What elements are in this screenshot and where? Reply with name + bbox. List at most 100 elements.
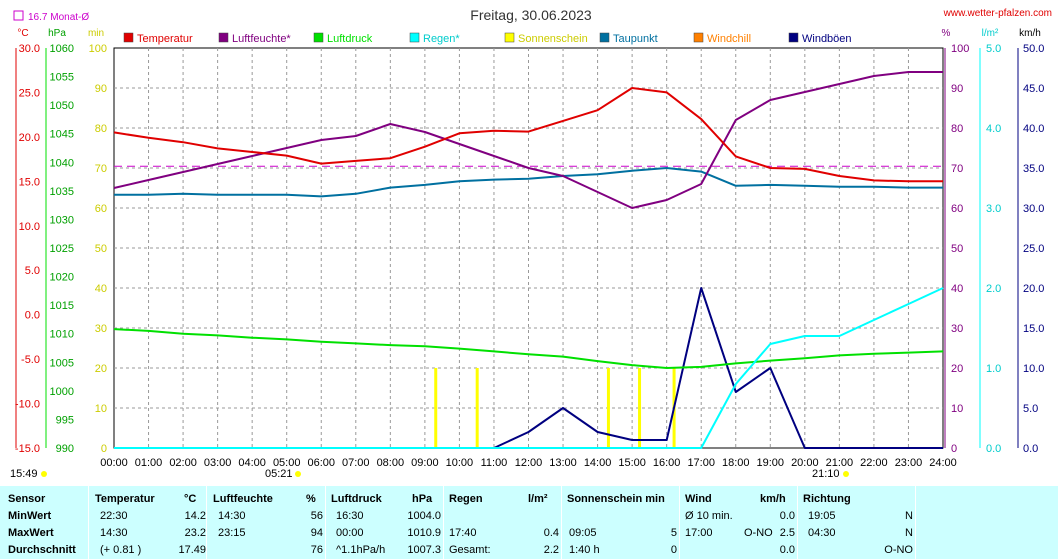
pressure-tick-label: 995 xyxy=(56,414,74,426)
sunrise-sun-icon xyxy=(295,471,301,477)
temp-tick-label: 5.0 xyxy=(25,265,40,277)
sun-axis-unit: min xyxy=(88,28,104,39)
sunshine-bar xyxy=(638,368,642,448)
x-tick-label: 23:00 xyxy=(895,457,923,469)
rain-line xyxy=(114,287,944,449)
table-cell-temp-time: 14:30 xyxy=(100,527,128,539)
pressure-tick-label: 1040 xyxy=(50,157,74,169)
x-tick-label: 12:00 xyxy=(515,457,543,469)
rain-axis-unit: l/m² xyxy=(982,28,999,39)
legend-swatch xyxy=(313,32,324,43)
x-tick-label: 10:00 xyxy=(446,457,474,469)
col-divider xyxy=(561,486,562,559)
humidity-tick-label: 70 xyxy=(951,163,963,175)
table-cell-temp-time: (+ 0.81 ) xyxy=(100,544,142,556)
wind-tick-label: 45.0 xyxy=(1023,83,1044,95)
table-cell-hum-time: 14:30 xyxy=(218,510,246,522)
temp-tick-label: 25.0 xyxy=(19,87,40,99)
wind-tick-label: 30.0 xyxy=(1023,203,1044,215)
sunrise-label: 05:21 xyxy=(265,468,293,480)
sun-tick-label: 50 xyxy=(95,243,107,255)
x-tick-label: 18:00 xyxy=(722,457,750,469)
humidity-tick-label: 60 xyxy=(951,203,963,215)
pressure-tick-label: 1030 xyxy=(50,214,74,226)
stats-table: Sensor Temperatur °C Luftfeuchte % Luftd… xyxy=(0,486,1058,559)
x-tick-label: 17:00 xyxy=(687,457,715,469)
legend-swatch xyxy=(788,32,799,43)
pressure-tick-label: 1055 xyxy=(50,72,74,84)
temp-tick-label: -15.0 xyxy=(15,443,40,455)
x-tick-label: 02:00 xyxy=(169,457,197,469)
temp-tick-label: 0.0 xyxy=(25,310,40,322)
table-cell-rain-time: Gesamt: xyxy=(449,544,491,556)
table-cell-press-time: ^1.1hPa/h xyxy=(336,544,386,556)
wind-tick-label: 40.0 xyxy=(1023,123,1044,135)
temp-tick-label: 20.0 xyxy=(19,132,40,144)
chart-title: Freitag, 30.06.2023 xyxy=(470,7,592,23)
sun-tick-label: 40 xyxy=(95,283,107,295)
x-tick-label: 05:00 xyxy=(273,457,301,469)
header-wind: Wind xyxy=(685,493,712,505)
x-tick-label: 03:00 xyxy=(204,457,232,469)
col-divider xyxy=(206,486,207,559)
sun-tick-label: 90 xyxy=(95,83,107,95)
rain-tick-label: 0.0 xyxy=(986,443,1001,455)
pressure-tick-label: 1025 xyxy=(50,243,74,255)
table-cell-rain: 2.2 xyxy=(543,544,559,556)
legend-swatch xyxy=(409,32,420,43)
col-divider xyxy=(915,486,916,559)
table-cell-sun-time: 09:05 xyxy=(569,527,597,539)
wind-tick-label: 5.0 xyxy=(1023,403,1038,415)
header-temp-unit: °C xyxy=(184,493,197,505)
col-divider xyxy=(88,486,89,559)
temp-tick-label: 15.0 xyxy=(19,176,40,188)
legend-swatch xyxy=(599,32,610,43)
pressure-tick-label: 1045 xyxy=(50,129,74,141)
header-direction: Richtung xyxy=(803,493,851,505)
table-cell-hum-time: 23:15 xyxy=(218,527,246,539)
temp-tick-label: -10.0 xyxy=(15,399,40,411)
x-tick-label: 19:00 xyxy=(757,457,785,469)
sun-tick-label: 30 xyxy=(95,323,107,335)
legend-swatch xyxy=(123,32,134,43)
x-tick-label: 22:00 xyxy=(860,457,888,469)
wind-tick-label: 0.0 xyxy=(1023,443,1038,455)
sun-tick-label: 60 xyxy=(95,203,107,215)
table-cell-wind: 0.0 xyxy=(779,510,795,522)
table-cell-press: 1007.3 xyxy=(407,544,441,556)
header-humidity-unit: % xyxy=(306,493,316,505)
table-cell-wind-dir-mid: O-NO xyxy=(744,527,773,539)
sunshine-bar xyxy=(475,368,479,448)
x-tick-label: 07:00 xyxy=(342,457,370,469)
table-cell-hum: 56 xyxy=(310,510,323,522)
legend-label: Luftfeuchte* xyxy=(232,33,291,45)
temp-tick-label: 10.0 xyxy=(19,221,40,233)
wind-tick-label: 15.0 xyxy=(1023,323,1044,335)
table-cell-press: 1004.0 xyxy=(407,510,441,522)
legend-swatch xyxy=(218,32,229,43)
sunset-sun-icon xyxy=(843,471,849,477)
x-tick-label: 11:00 xyxy=(481,457,508,469)
x-tick-label: 09:00 xyxy=(411,457,439,469)
legend-label: Taupunkt xyxy=(613,33,658,45)
header-sensor: Sensor xyxy=(8,493,46,505)
x-tick-label: 20:00 xyxy=(791,457,819,469)
sun-tick-label: 20 xyxy=(95,363,107,375)
sun-tick-label: 100 xyxy=(89,43,107,55)
table-cell-wind-time: Ø 10 min. xyxy=(685,510,733,522)
wind-tick-label: 10.0 xyxy=(1023,363,1044,375)
pressure-tick-label: 1015 xyxy=(50,300,74,312)
col-divider xyxy=(443,486,444,559)
humidity-axis-unit: % xyxy=(942,28,951,39)
legend-label: Windchill xyxy=(707,33,751,45)
x-tick-label: 14:00 xyxy=(584,457,612,469)
pressure-tick-label: 1000 xyxy=(50,386,74,398)
table-cell-temp: 17.49 xyxy=(178,544,206,556)
table-cell-wind: 2.5 xyxy=(779,527,795,539)
sun-tick-label: 70 xyxy=(95,163,107,175)
temp-tick-label: 30.0 xyxy=(19,43,40,55)
monthly-avg-label: 16.7 Monat-Ø xyxy=(13,10,89,23)
source-link[interactable]: www.wetter-pfalzen.com xyxy=(943,8,1052,19)
table-cell-wind: 0.0 xyxy=(779,544,795,556)
legend-swatch xyxy=(693,32,704,43)
